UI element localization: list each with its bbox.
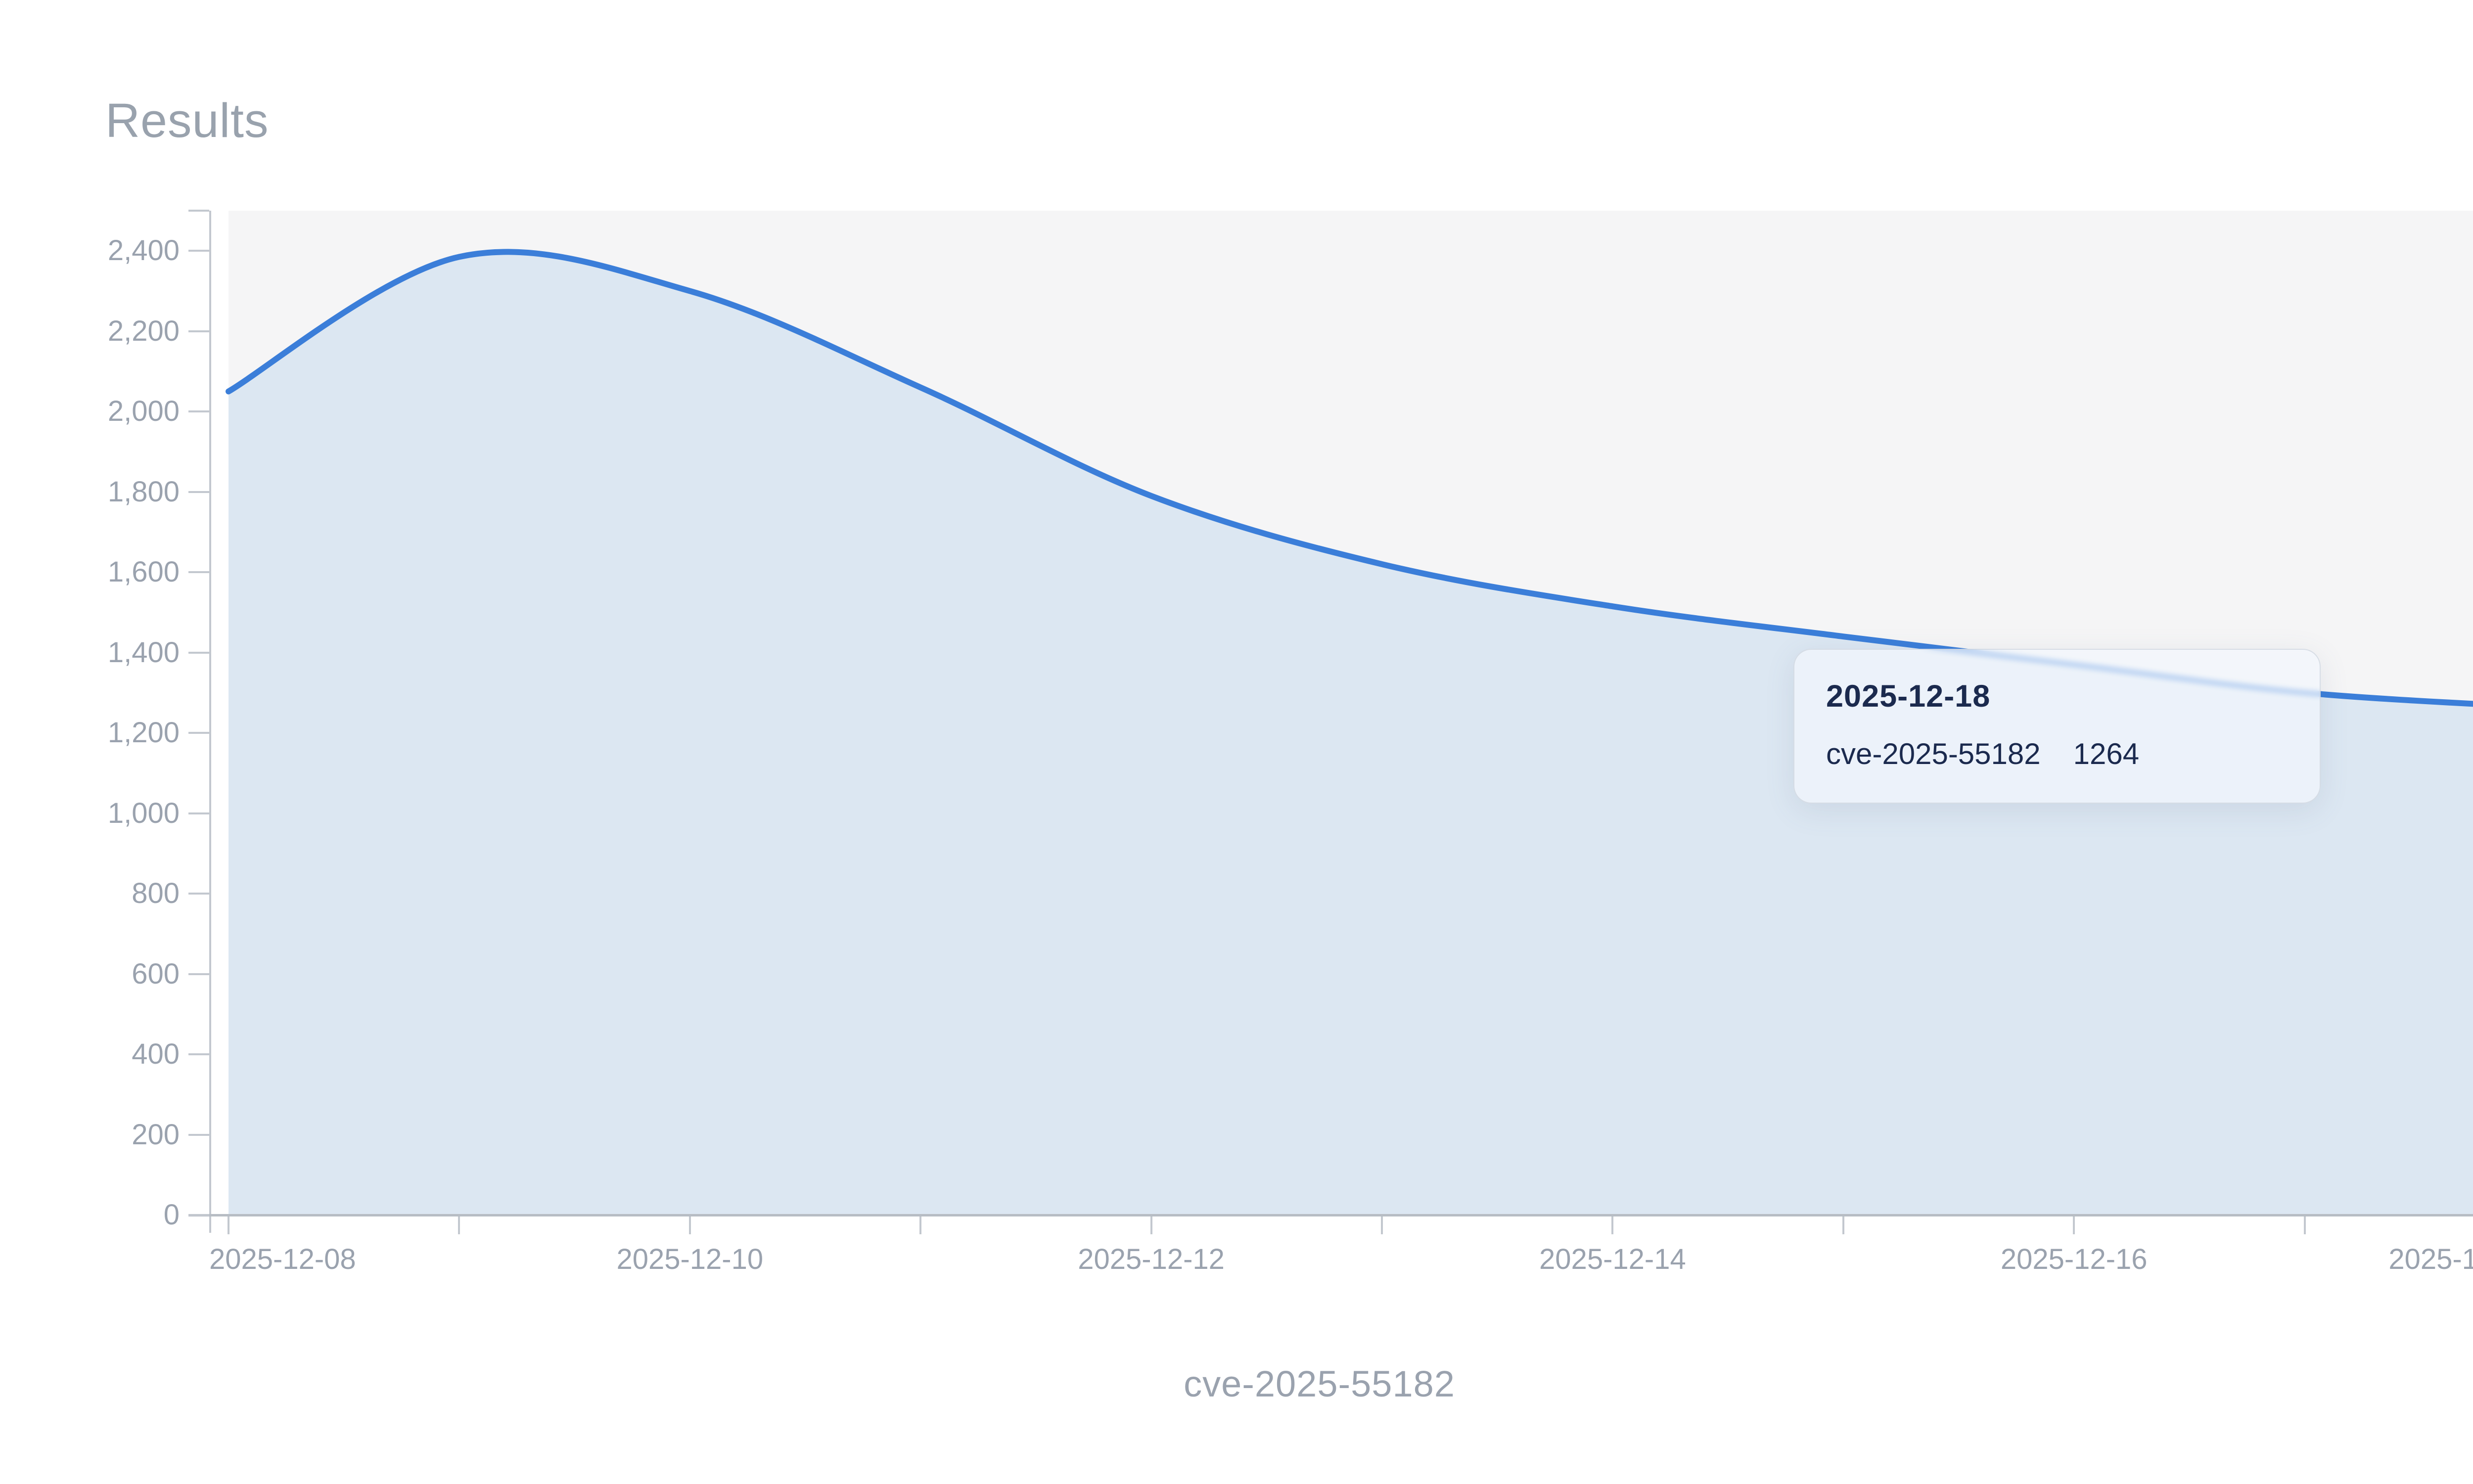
x-axis-tick bbox=[1842, 1216, 1844, 1234]
tooltip-series-value: 1264 bbox=[2073, 737, 2140, 770]
x-axis-label: 2025-12-18 bbox=[2388, 1243, 2473, 1275]
x-axis-tick bbox=[1150, 1216, 1152, 1234]
y-axis-label: 2,200 bbox=[107, 315, 180, 347]
y-axis-tick bbox=[188, 812, 209, 814]
y-axis-tick bbox=[188, 410, 209, 413]
y-axis-tick bbox=[188, 1053, 209, 1056]
y-axis-label: 400 bbox=[132, 1038, 180, 1071]
page-title: Results bbox=[105, 93, 269, 147]
y-axis-tick bbox=[188, 330, 209, 332]
y-axis-tick bbox=[188, 732, 209, 734]
x-axis-tick bbox=[228, 1216, 229, 1234]
tooltip-series-row: cve-2025-55182 1264 bbox=[1826, 737, 2288, 771]
y-axis-tick bbox=[188, 651, 209, 654]
y-axis-label: 2,000 bbox=[107, 395, 180, 428]
x-axis-label: 2025-12-08 bbox=[209, 1243, 356, 1275]
x-axis-label: 2025-12-12 bbox=[1078, 1243, 1225, 1275]
y-axis-label: 1,000 bbox=[107, 797, 180, 829]
y-axis-top-tick bbox=[188, 210, 209, 212]
y-axis-tick bbox=[188, 893, 209, 895]
y-axis-tick bbox=[188, 491, 209, 493]
y-axis-label: 200 bbox=[132, 1118, 180, 1151]
y-axis-label: 1,600 bbox=[107, 556, 180, 588]
y-axis-label: 0 bbox=[163, 1199, 180, 1231]
x-axis-tick bbox=[919, 1216, 922, 1234]
x-axis-label: 2025-12-16 bbox=[2000, 1243, 2148, 1275]
y-axis-tick bbox=[188, 571, 209, 574]
x-axis-label: 2025-12-14 bbox=[1539, 1243, 1686, 1275]
y-axis-label: 2,400 bbox=[107, 234, 180, 267]
y-axis-tick bbox=[188, 1214, 209, 1216]
y-axis-label: 1,400 bbox=[107, 636, 180, 669]
area-fill bbox=[229, 252, 2473, 1215]
y-axis-tick bbox=[188, 1133, 209, 1136]
x-axis-tick bbox=[2073, 1216, 2075, 1234]
x-axis-tick bbox=[1611, 1216, 1614, 1234]
y-axis-tick bbox=[188, 250, 209, 252]
x-axis-label: 2025-12-10 bbox=[616, 1243, 764, 1275]
y-axis-line bbox=[209, 211, 211, 1233]
tooltip-series-name: cve-2025-55182 bbox=[1826, 737, 2041, 770]
tooltip-date: 2025-12-18 bbox=[1826, 679, 1991, 714]
x-axis-tick bbox=[2303, 1216, 2306, 1234]
x-axis-tick bbox=[688, 1216, 691, 1234]
y-axis-label: 1,200 bbox=[107, 717, 180, 749]
y-axis-label: 600 bbox=[132, 957, 180, 990]
y-axis-label: 800 bbox=[132, 877, 180, 910]
series-legend-label: cve-2025-55182 bbox=[1184, 1363, 1455, 1404]
x-axis-tick bbox=[1381, 1216, 1383, 1234]
y-axis-label: 1,800 bbox=[107, 475, 180, 508]
chart-tooltip: 2025-12-18 cve-2025-55182 1264 bbox=[1793, 649, 2321, 804]
y-axis-tick bbox=[188, 973, 209, 975]
x-axis-tick bbox=[458, 1216, 460, 1234]
